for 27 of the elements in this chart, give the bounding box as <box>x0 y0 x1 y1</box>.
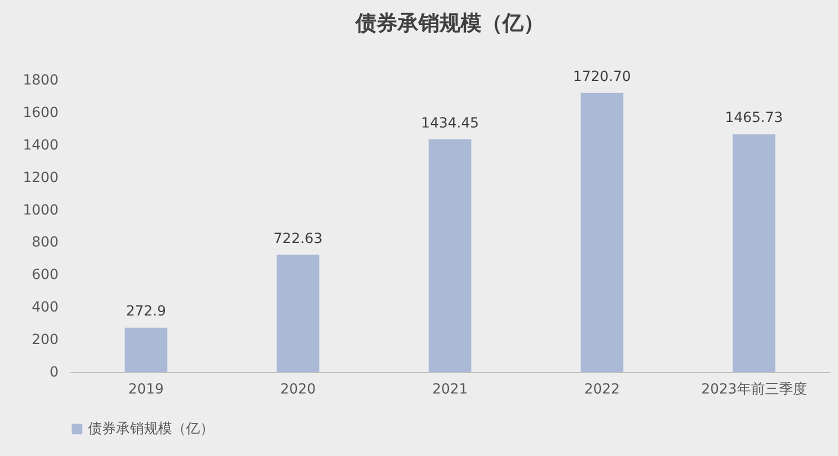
bar <box>276 254 320 372</box>
y-tick-label: 1000 <box>22 202 58 218</box>
bar <box>732 134 776 372</box>
y-tick-label: 1800 <box>22 72 58 88</box>
text: 1434.45 <box>421 115 479 132</box>
text: 1465.73 <box>725 110 783 126</box>
x-tick-label: 2021 <box>432 382 468 398</box>
text: 272.9 <box>126 304 166 320</box>
x-tick-label: 2019 <box>128 382 164 398</box>
text: 1720.70 <box>573 68 631 85</box>
y-tick-label: 1600 <box>22 104 58 121</box>
y-tick-label: 600 <box>32 267 58 284</box>
bar <box>428 139 472 372</box>
chart-title: 债券承销规模（亿） <box>354 10 544 35</box>
y-tick-label: 400 <box>32 300 58 316</box>
y-tick-label: 800 <box>32 234 58 251</box>
x-tick-label: 2020 <box>280 382 316 398</box>
x-tick-label: 2022 <box>584 382 620 398</box>
y-tick-label: 1400 <box>22 137 58 154</box>
x-tick-label: 2023年前三季度 <box>701 382 807 398</box>
legend-label: 债券承销规模（亿） <box>88 421 214 437</box>
text: 722.63 <box>274 230 322 247</box>
bar <box>580 92 624 372</box>
y-tick-label: 1200 <box>22 170 58 186</box>
y-tick-label: 0 <box>50 364 58 380</box>
bar <box>124 328 168 372</box>
y-tick-label: 200 <box>32 332 58 348</box>
